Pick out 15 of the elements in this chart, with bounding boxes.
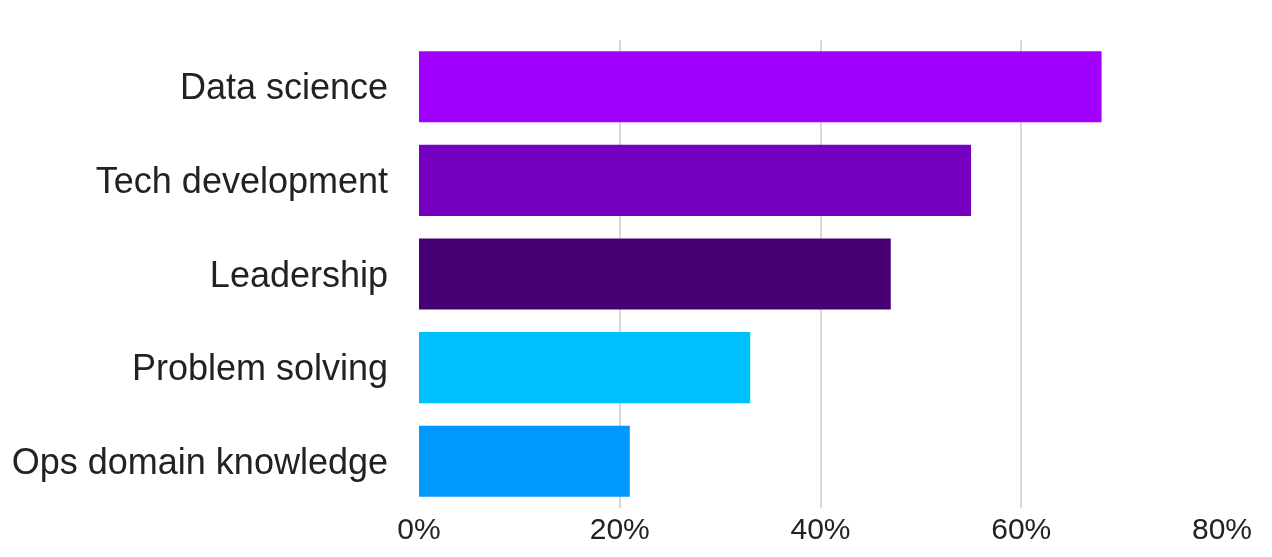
y-tick-label: Ops domain knowledge <box>11 440 388 482</box>
x-tick-label: 60% <box>991 512 1052 545</box>
y-tick-label: Leadership <box>209 253 388 295</box>
y-tick-label: Problem solving <box>131 347 388 389</box>
bar <box>419 51 1102 123</box>
bar <box>419 238 891 310</box>
x-tick-label: 80% <box>1191 512 1253 545</box>
y-tick-label: Tech development <box>95 160 388 201</box>
x-tick-label: 0% <box>397 512 441 545</box>
x-tick-label: 40% <box>790 512 851 545</box>
bar <box>419 144 972 216</box>
x-tick-label: 20% <box>589 512 650 545</box>
bar <box>419 332 751 404</box>
bar <box>419 425 630 497</box>
y-tick-label: Data science <box>179 66 388 108</box>
